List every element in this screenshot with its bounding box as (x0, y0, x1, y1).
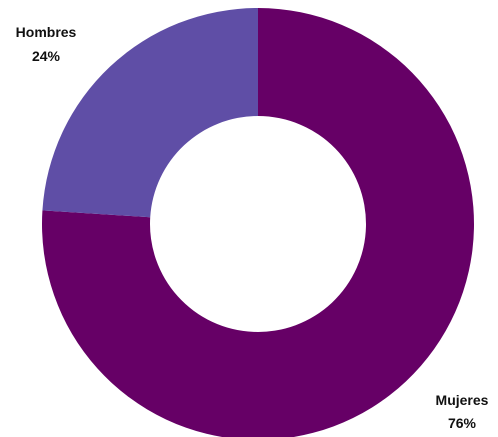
slice-label-mujeres: Mujeres (436, 392, 489, 408)
slice-label-hombres: Hombres (16, 24, 77, 40)
donut-slice-hombres (42, 8, 259, 218)
donut-slices (42, 8, 474, 437)
slice-value-label-hombres: 24% (32, 48, 61, 64)
slice-value-label-mujeres: 76% (448, 415, 477, 431)
donut-slice-mujeres (42, 8, 474, 437)
